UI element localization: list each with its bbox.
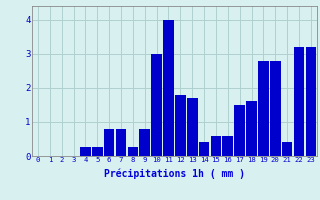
Bar <box>270 61 281 156</box>
X-axis label: Précipitations 1h ( mm ): Précipitations 1h ( mm ) <box>104 169 245 179</box>
Bar <box>294 47 304 156</box>
Bar <box>187 98 197 156</box>
Bar <box>140 129 150 156</box>
Bar <box>234 105 245 156</box>
Bar <box>246 101 257 156</box>
Bar <box>175 95 186 156</box>
Bar <box>92 147 103 156</box>
Bar <box>282 142 292 156</box>
Bar <box>151 54 162 156</box>
Bar <box>306 47 316 156</box>
Bar <box>116 129 126 156</box>
Bar <box>199 142 209 156</box>
Bar <box>104 129 115 156</box>
Bar <box>163 20 174 156</box>
Bar <box>222 136 233 156</box>
Bar <box>80 147 91 156</box>
Bar <box>128 147 138 156</box>
Bar <box>211 136 221 156</box>
Bar <box>258 61 269 156</box>
